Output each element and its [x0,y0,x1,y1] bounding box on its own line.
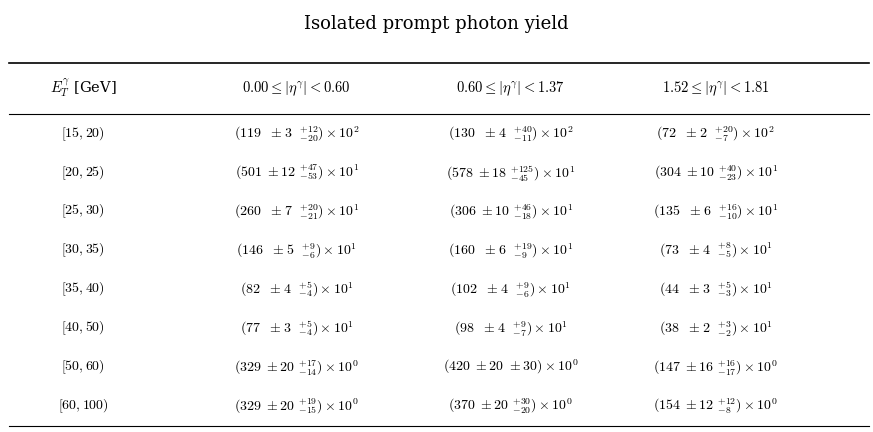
Text: $(420\ \pm20\ \pm30)\times10^{0}$: $(420\ \pm20\ \pm30)\times10^{0}$ [443,358,579,376]
Text: $(146\ \ \pm5\ \ {}^{+9}_{-6})\times10^{1}$: $(146\ \ \pm5\ \ {}^{+9}_{-6})\times10^{… [237,241,357,260]
Text: $(135\ \ \pm6\ \ {}^{+16}_{-10})\times10^{1}$: $(135\ \ \pm6\ \ {}^{+16}_{-10})\times10… [653,202,779,221]
Text: $(329\ \pm20\ {}^{+19}_{-15})\times10^{0}$: $(329\ \pm20\ {}^{+19}_{-15})\times10^{0… [235,397,359,416]
Text: $(38\ \ \pm2\ \ {}^{+3}_{-2})\times10^{1}$: $(38\ \ \pm2\ \ {}^{+3}_{-2})\times10^{1… [659,319,773,338]
Text: $(98\ \ \pm4\ \ {}^{+9}_{-7})\times10^{1}$: $(98\ \ \pm4\ \ {}^{+9}_{-7})\times10^{1… [454,319,567,338]
Text: $(147\ \pm16\ {}^{+16}_{-17})\times10^{0}$: $(147\ \pm16\ {}^{+16}_{-17})\times10^{0… [654,358,778,377]
Text: $[60, 100)$: $[60, 100)$ [58,397,108,415]
Text: $E_{T}^{\gamma}$ [GeV]: $E_{T}^{\gamma}$ [GeV] [50,78,116,99]
Text: $[40, 50)$: $[40, 50)$ [61,320,105,337]
Text: $(130\ \ \pm4\ \ {}^{+40}_{-11})\times10^{2}$: $(130\ \ \pm4\ \ {}^{+40}_{-11})\times10… [448,124,574,143]
Text: $(501\ \pm12\ {}^{+47}_{-53})\times10^{1}$: $(501\ \pm12\ {}^{+47}_{-53})\times10^{1… [235,163,359,182]
Text: $[15, 20)$: $[15, 20)$ [61,125,105,143]
Text: $(119\ \ \pm3\ \ {}^{+12}_{-20})\times10^{2}$: $(119\ \ \pm3\ \ {}^{+12}_{-20})\times10… [234,124,360,143]
Text: $(306\ \pm10\ {}^{+46}_{-18})\times10^{1}$: $(306\ \pm10\ {}^{+46}_{-18})\times10^{1… [449,202,573,221]
Text: $[35, 40)$: $[35, 40)$ [61,281,105,298]
Text: $[50, 60)$: $[50, 60)$ [61,359,105,376]
Text: $1.52 \leq |\eta^{\gamma}| < 1.81$: $1.52 \leq |\eta^{\gamma}| < 1.81$ [662,79,770,98]
Text: $(72\ \ \pm2\ \ {}^{+20}_{-7})\times10^{2}$: $(72\ \ \pm2\ \ {}^{+20}_{-7})\times10^{… [656,124,775,143]
Text: $[30, 35)$: $[30, 35)$ [61,242,105,259]
Text: $(44\ \ \pm3\ \ {}^{+5}_{-3})\times10^{1}$: $(44\ \ \pm3\ \ {}^{+5}_{-3})\times10^{1… [659,280,773,299]
Text: $(154\ \pm12\ {}^{+12}_{-8})\times10^{0}$: $(154\ \pm12\ {}^{+12}_{-8})\times10^{0}… [654,397,778,416]
Text: $(82\ \ \pm4\ \ {}^{+5}_{-4})\times10^{1}$: $(82\ \ \pm4\ \ {}^{+5}_{-4})\times10^{1… [240,280,354,299]
Text: $(260\ \ \pm7\ \ {}^{+20}_{-21})\times10^{1}$: $(260\ \ \pm7\ \ {}^{+20}_{-21})\times10… [234,202,360,221]
Text: $(160\ \ \pm6\ \ {}^{+19}_{-9})\times10^{1}$: $(160\ \ \pm6\ \ {}^{+19}_{-9})\times10^… [448,241,574,260]
Text: $(329\ \pm20\ {}^{+17}_{-14})\times10^{0}$: $(329\ \pm20\ {}^{+17}_{-14})\times10^{0… [235,358,359,377]
Text: $0.00 \leq |\eta^{\gamma}| < 0.60$: $0.00 \leq |\eta^{\gamma}| < 0.60$ [243,79,351,98]
Text: $[20, 25)$: $[20, 25)$ [61,164,105,181]
Text: $0.60 \leq |\eta^{\gamma}| < 1.37$: $0.60 \leq |\eta^{\gamma}| < 1.37$ [457,79,565,98]
Text: $(578\ \pm18\ {}^{+125}_{-45})\times10^{1}$: $(578\ \pm18\ {}^{+125}_{-45})\times10^{… [446,163,575,183]
Text: $(73\ \ \pm4\ \ {}^{+8}_{-5})\times10^{1}$: $(73\ \ \pm4\ \ {}^{+8}_{-5})\times10^{1… [659,241,773,260]
Text: $[25, 30)$: $[25, 30)$ [61,203,105,220]
Text: $(370\ \pm20\ {}^{+30}_{-20})\times10^{0}$: $(370\ \pm20\ {}^{+30}_{-20})\times10^{0… [449,397,573,416]
Text: $(304\ \pm10\ {}^{+40}_{-23})\times10^{1}$: $(304\ \pm10\ {}^{+40}_{-23})\times10^{1… [654,163,778,182]
Text: $(102\ \ \pm4\ \ {}^{+9}_{-6})\times10^{1}$: $(102\ \ \pm4\ \ {}^{+9}_{-6})\times10^{… [450,280,571,299]
Text: $(77\ \ \pm3\ \ {}^{+5}_{-4})\times10^{1}$: $(77\ \ \pm3\ \ {}^{+5}_{-4})\times10^{1… [240,319,354,338]
Text: Isolated prompt photon yield: Isolated prompt photon yield [304,15,569,33]
